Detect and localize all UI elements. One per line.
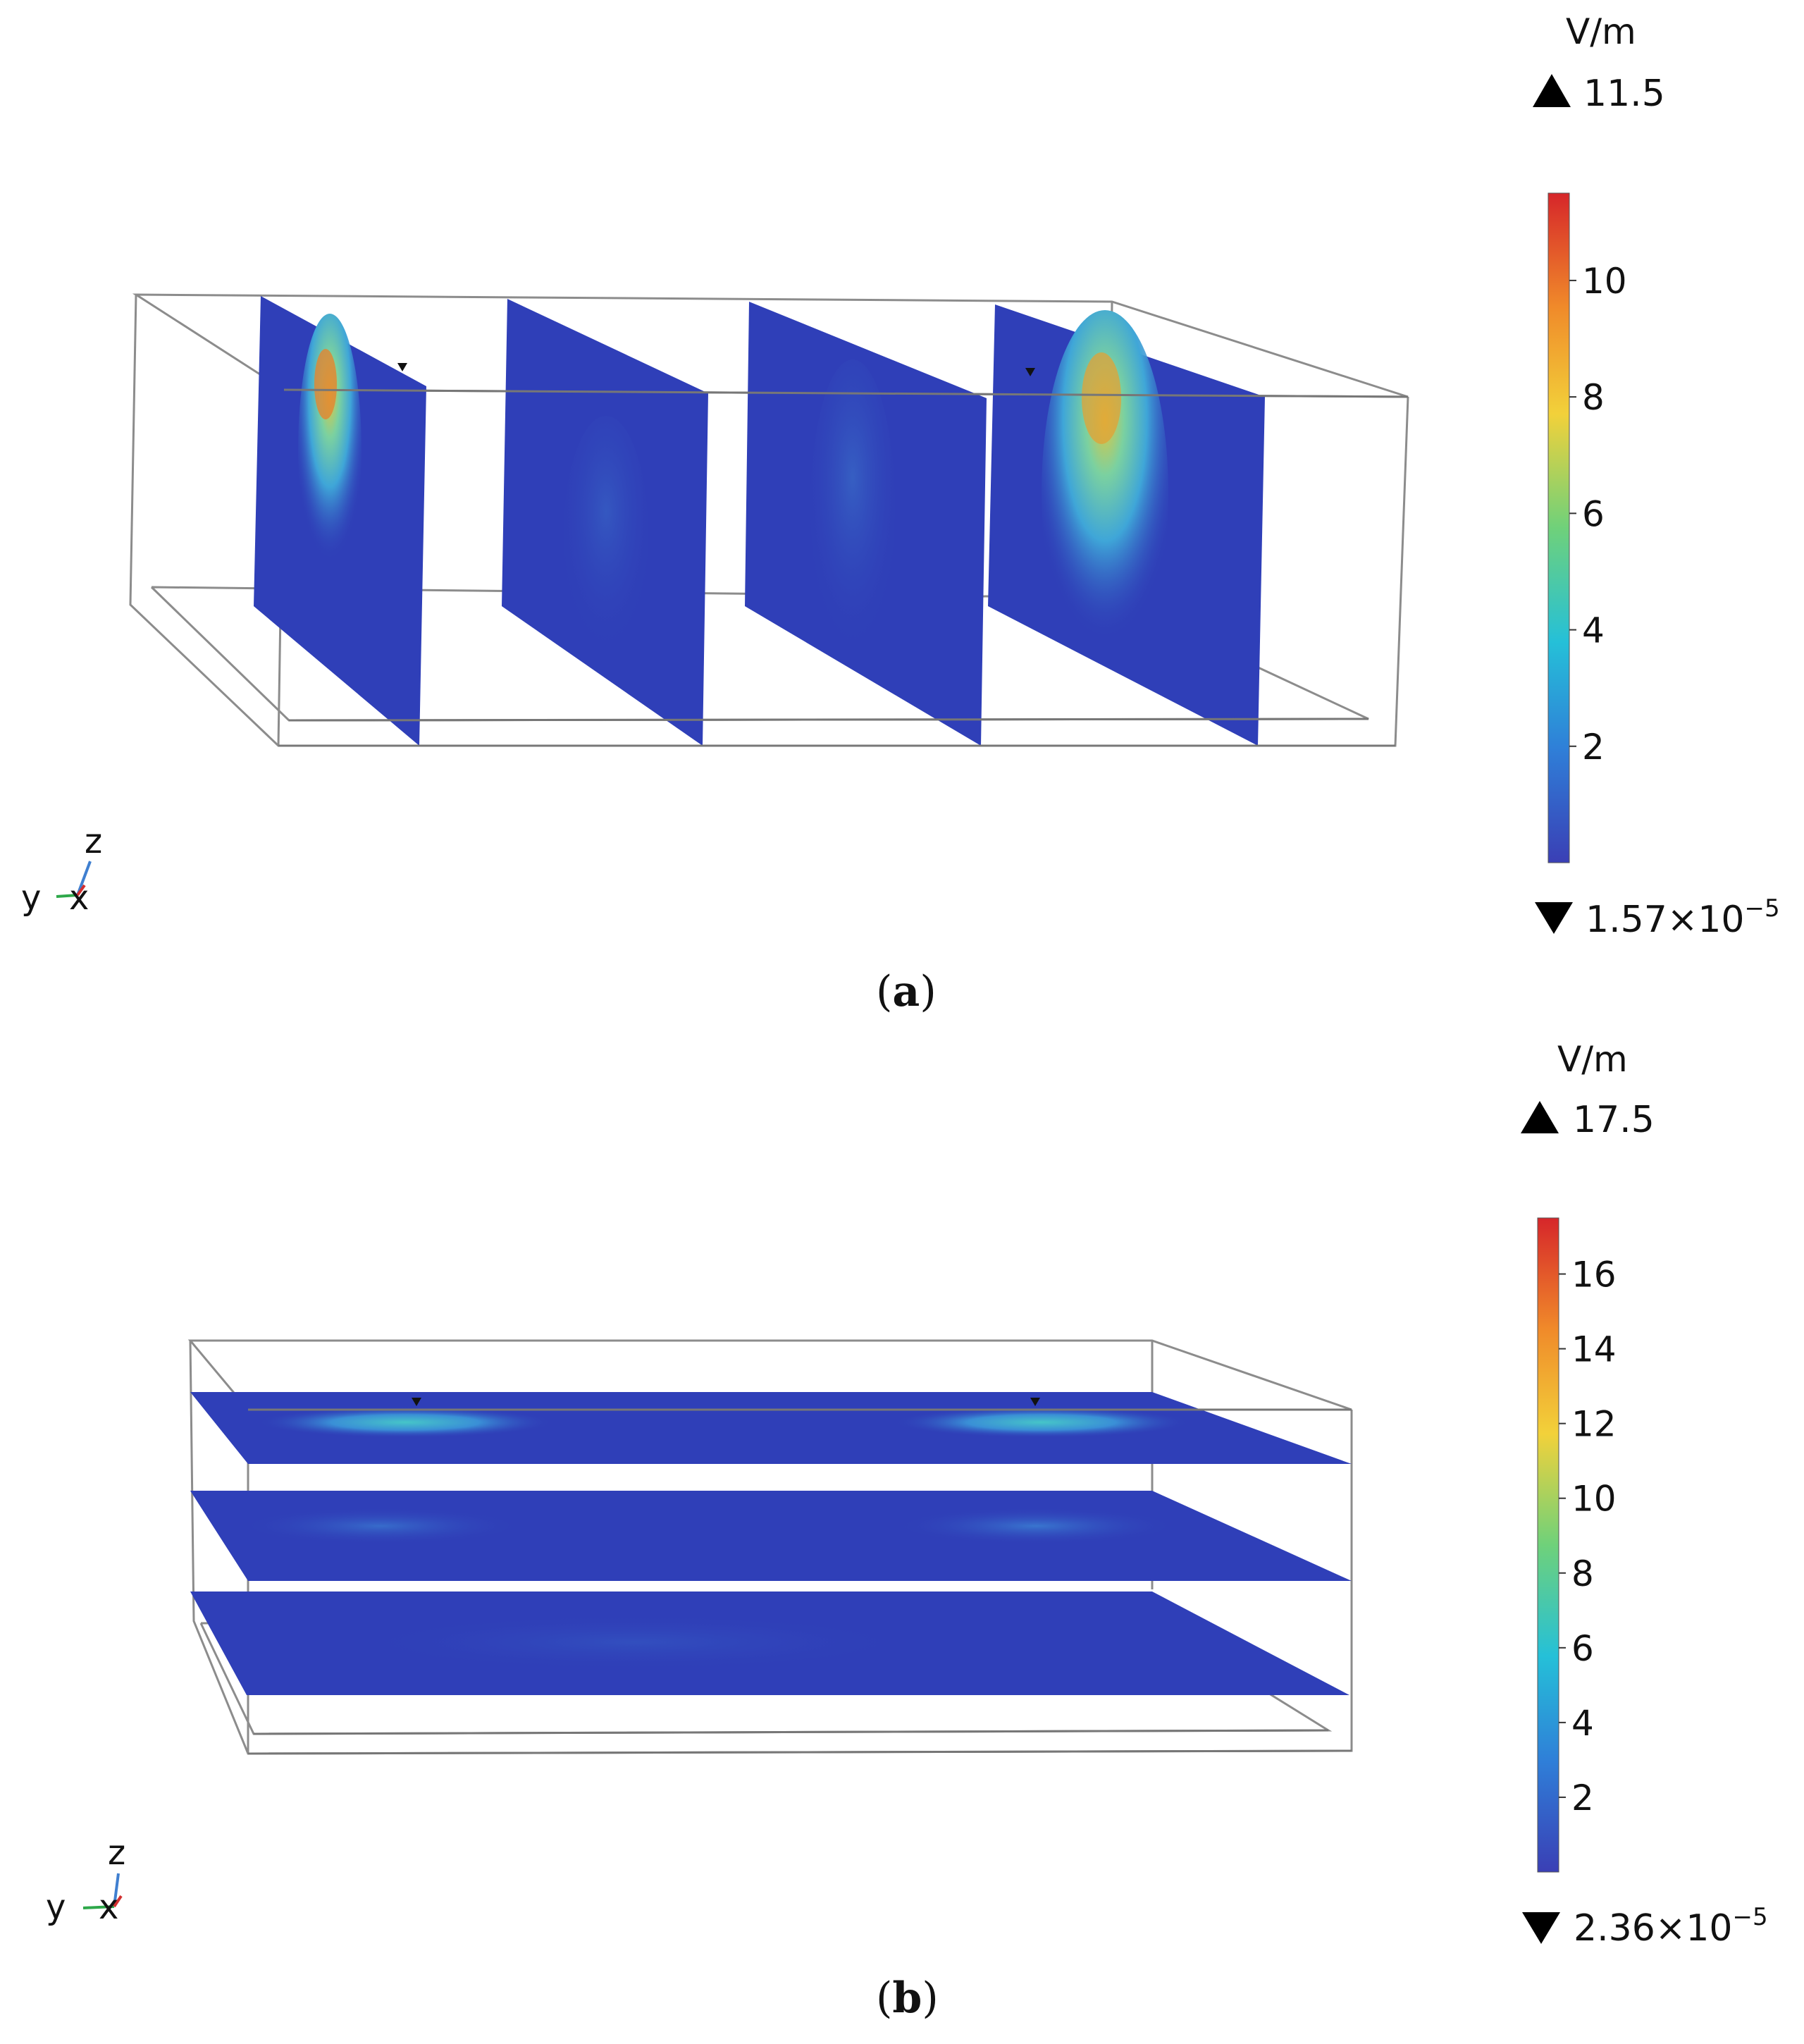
panel-b-slice-bottom — [190, 1592, 1349, 1695]
panel-b-axis-z-label: z — [108, 1833, 125, 1873]
panel-a-colorbar-ticks: 10 8 6 4 2 — [1569, 261, 1627, 768]
panel-b-slices — [190, 1392, 1352, 1695]
panel-a-axis-triad: z y x — [21, 822, 102, 918]
panel-b-max-triangle-icon — [1521, 1101, 1559, 1133]
colorbar-tick-label: 16 — [1571, 1255, 1617, 1295]
panel-a-colorbar-min-mantissa: 1.57×10 — [1586, 899, 1745, 941]
panel-b-colorbar-min-mantissa: 2.36×10 — [1574, 1907, 1733, 1950]
panel-a-axis-y-label: y — [21, 878, 41, 918]
panel-a-axis-y-arrow — [56, 894, 78, 898]
panel-b-caption-letter: b — [892, 1974, 922, 2023]
panel-b-caption: (b) — [876, 1974, 939, 2023]
panel-b-probe-marker-1 — [412, 1398, 421, 1406]
panel-a-slice-1 — [254, 296, 426, 746]
colorbar-tick-label: 12 — [1571, 1404, 1617, 1445]
panel-a-colorbar-min-exponent: −5 — [1745, 894, 1780, 923]
colorbar-tick-label: 10 — [1582, 261, 1627, 302]
panel-b-axis-triad: z y x — [46, 1833, 125, 1927]
panel-b-colorbar: V/m 17.5 16 14 12 10 8 6 4 2 2.36×10−5 — [1521, 1039, 1768, 1950]
panel-a-slice-3 — [745, 302, 987, 746]
panel-a-colorbar: V/m 11.5 10 8 6 4 2 1.57×10−5 — [1533, 11, 1780, 941]
panel-a-axis-x-arrow — [76, 884, 86, 897]
panel-a-probe-marker-2 — [1025, 368, 1035, 376]
panel-a-min-triangle-icon — [1535, 902, 1573, 934]
panel-a-caption: (a) — [876, 967, 937, 1016]
panel-b-axis-y-label: y — [46, 1888, 66, 1927]
panel-a-box-front — [278, 388, 1409, 747]
panel-b-min-triangle-icon — [1522, 1912, 1560, 1944]
panel-a-caption-letter: a — [892, 967, 920, 1016]
panel-b: z y x V/m 17.5 16 14 12 10 8 6 4 2 2.36×10−5 — [46, 1039, 1768, 1950]
colorbar-tick-label: 6 — [1582, 493, 1605, 534]
colorbar-tick-label: 2 — [1571, 1778, 1594, 1818]
colorbar-tick-label: 6 — [1571, 1628, 1594, 1669]
panel-b-axis-z-arrow — [113, 1873, 120, 1907]
panel-a-max-triangle-icon — [1533, 74, 1571, 107]
panel-a-axis-z-label: z — [85, 822, 102, 861]
panel-b-slice-top — [190, 1392, 1352, 1464]
panel-a-probe-marker-1 — [397, 363, 407, 371]
panel-b-axis-x-arrow — [113, 1895, 123, 1908]
panel-b-axis-y-arrow — [82, 1905, 115, 1909]
panel-a-slice-2 — [502, 299, 708, 746]
colorbar-tick-label: 8 — [1571, 1553, 1594, 1594]
panel-b-colorbar-min-exponent: −5 — [1733, 1903, 1768, 1931]
panel-b-slice-middle — [190, 1491, 1352, 1581]
panel-a-colorbar-max: 11.5 — [1583, 73, 1665, 115]
panel-a: z y x V/m 11.5 10 8 6 4 2 1.57×10−5 — [21, 11, 1780, 941]
panel-a-colorbar-bar — [1547, 192, 1570, 863]
panel-a-axis-x-label: x — [69, 878, 89, 918]
panel-b-probe-marker-2 — [1030, 1398, 1040, 1406]
panel-b-colorbar-max: 17.5 — [1573, 1099, 1655, 1141]
colorbar-tick-label: 2 — [1582, 727, 1605, 768]
panel-a-colorbar-unit: V/m — [1566, 11, 1636, 52]
colorbar-tick-label: 4 — [1571, 1703, 1594, 1744]
panel-a-slices — [254, 296, 1265, 746]
panel-b-colorbar-bar — [1537, 1217, 1559, 1873]
panel-b-colorbar-unit: V/m — [1557, 1039, 1628, 1080]
panel-a-axis-z-arrow — [76, 861, 92, 896]
colorbar-tick-label: 8 — [1582, 377, 1605, 418]
colorbar-tick-label: 4 — [1582, 610, 1605, 651]
panel-b-axis-x-label: x — [99, 1888, 118, 1927]
colorbar-tick-label: 14 — [1571, 1329, 1617, 1370]
panel-b-box-front — [247, 1408, 1352, 1755]
panel-b-colorbar-min: 2.36×10−5 — [1574, 1903, 1768, 1950]
panel-b-colorbar-ticks: 16 14 12 10 8 6 4 2 — [1559, 1255, 1617, 1818]
panel-a-colorbar-min: 1.57×10−5 — [1586, 894, 1780, 941]
colorbar-tick-label: 10 — [1571, 1479, 1617, 1520]
panel-a-slice-4 — [988, 304, 1265, 746]
